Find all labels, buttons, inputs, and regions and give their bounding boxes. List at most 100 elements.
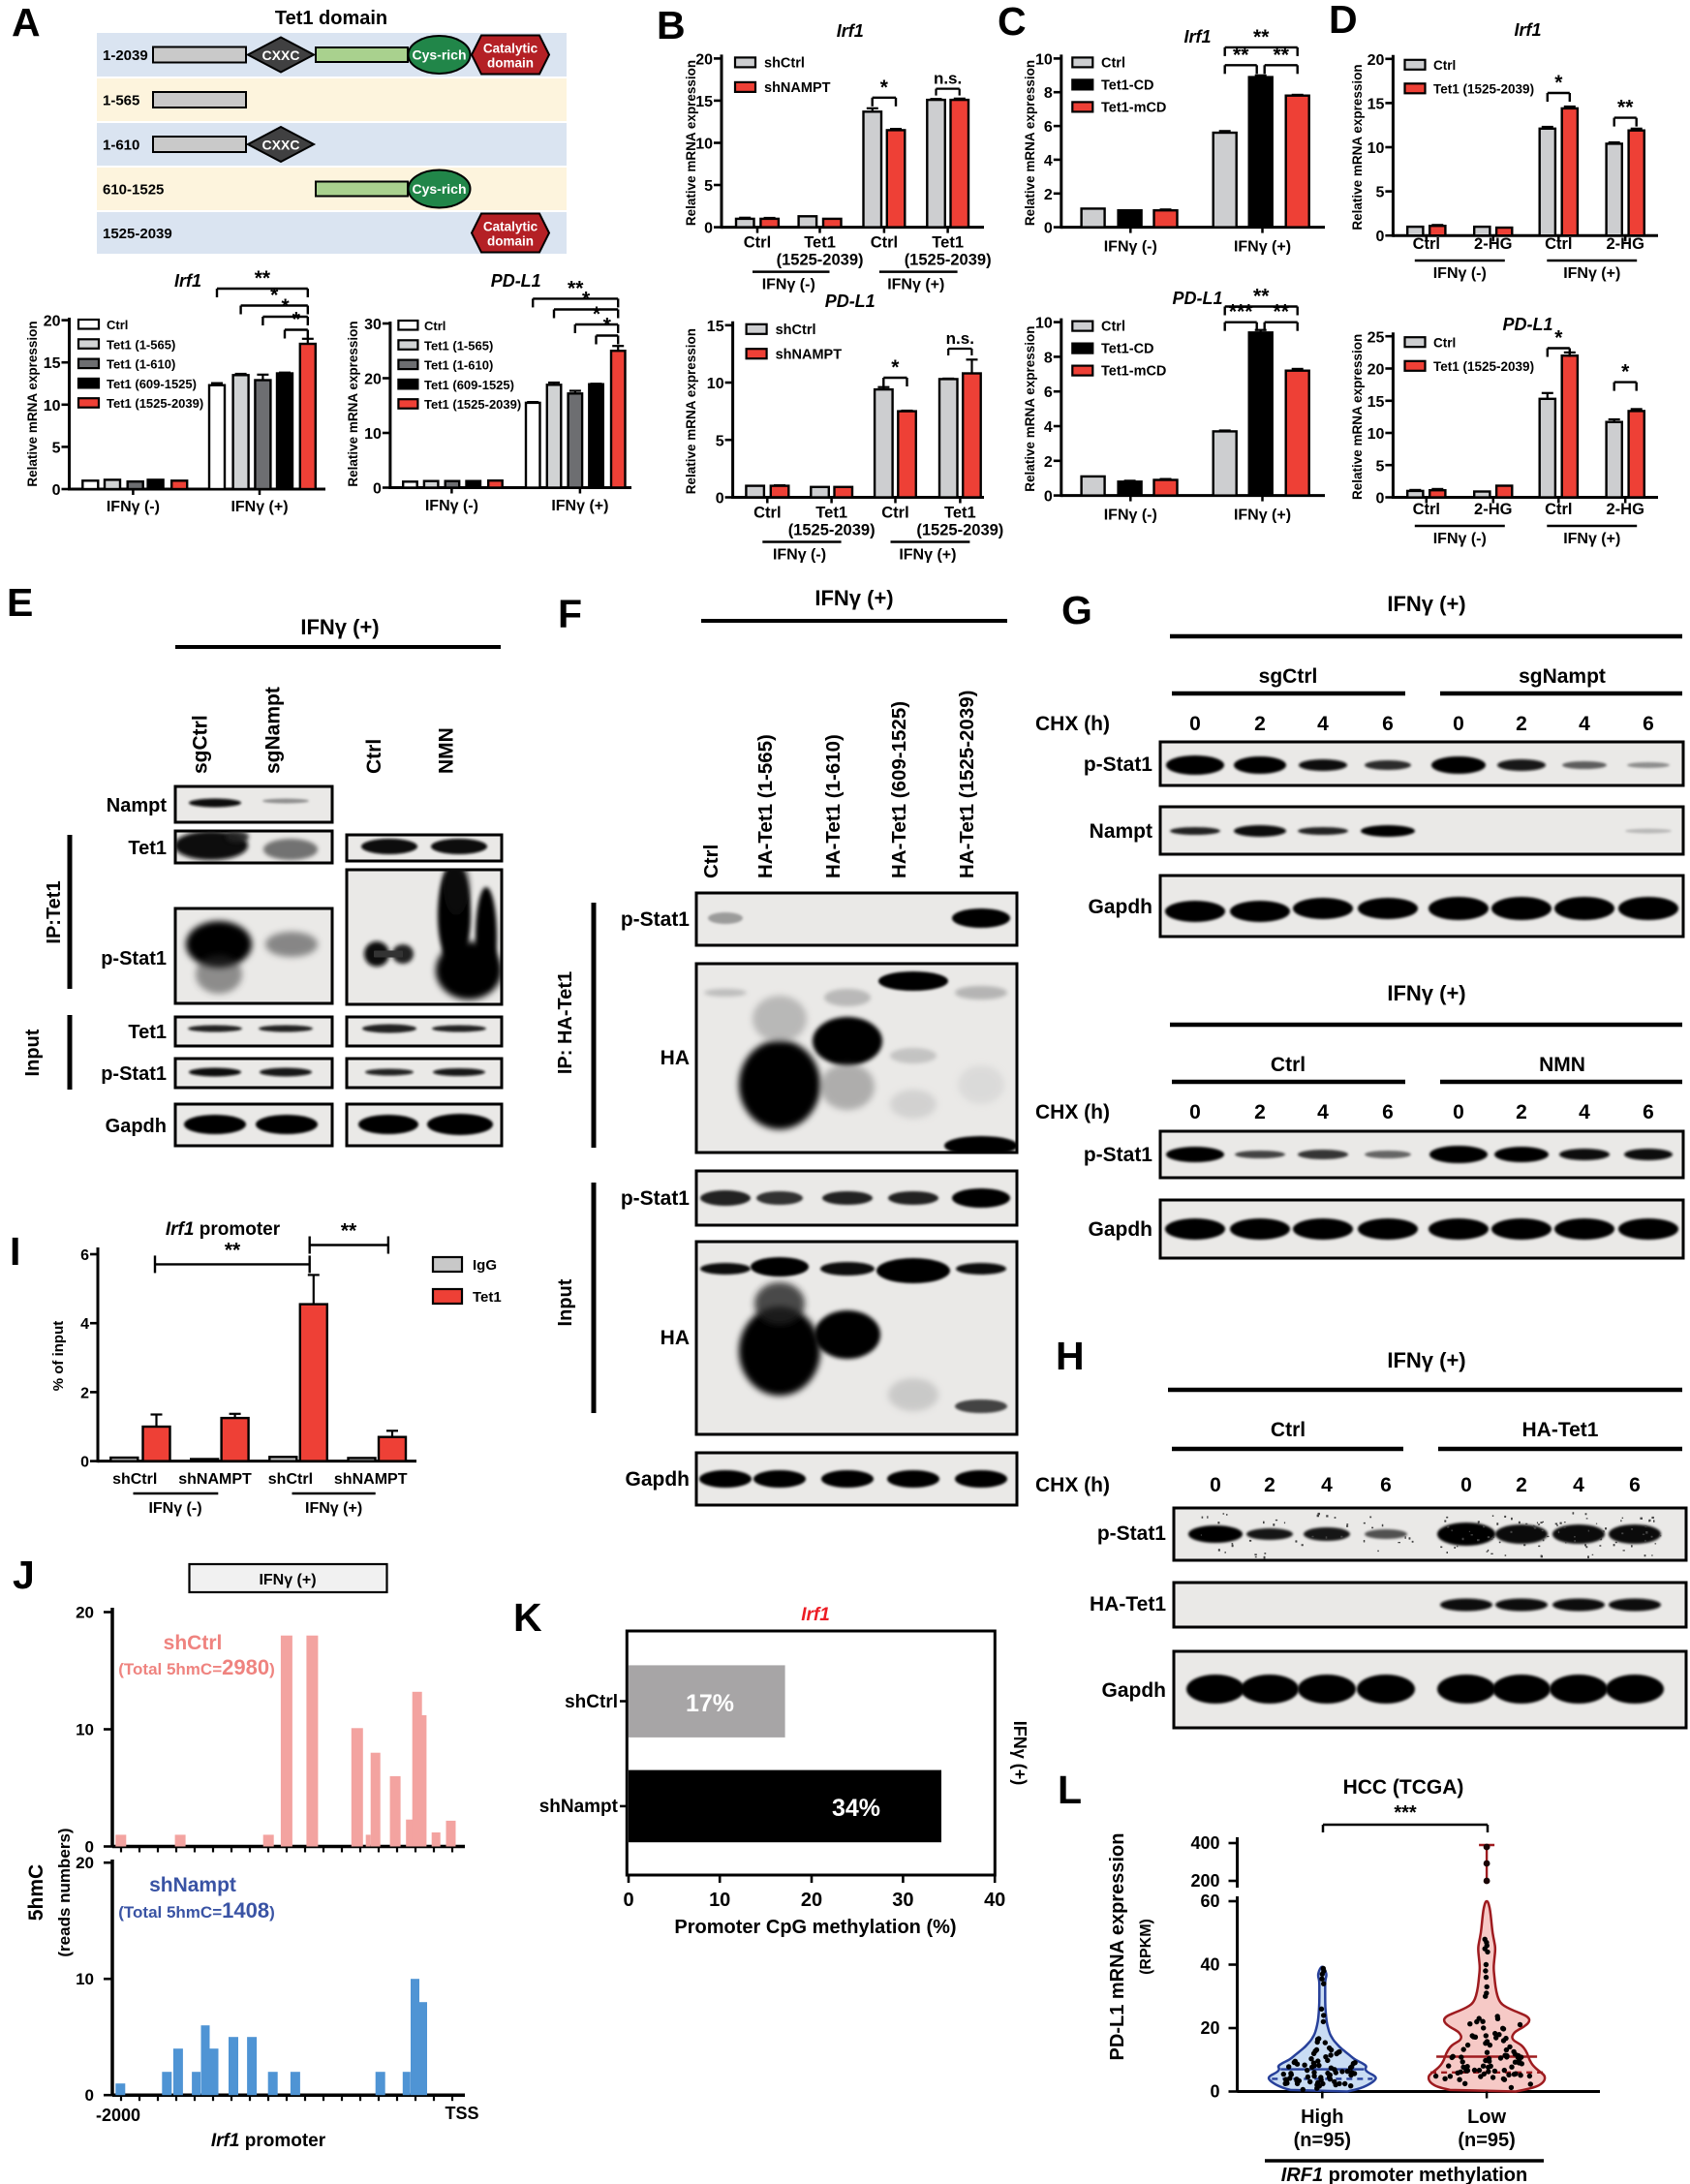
svg-text:25: 25: [1367, 329, 1385, 346]
svg-text:B: B: [657, 3, 686, 47]
svg-text:*: *: [1621, 361, 1630, 384]
svg-text:*: *: [292, 309, 301, 331]
svg-text:Tet1 (1-565): Tet1 (1-565): [424, 338, 493, 353]
svg-text:40: 40: [1200, 1955, 1219, 1975]
svg-text:Irf1: Irf1: [837, 21, 864, 41]
svg-text:10: 10: [76, 1721, 94, 1739]
svg-text:*: *: [593, 303, 601, 325]
svg-text:HA-Tet1: HA-Tet1: [1522, 1419, 1599, 1441]
svg-text:8: 8: [1044, 85, 1053, 102]
svg-text:HA: HA: [661, 1047, 690, 1069]
svg-text:2-HG: 2-HG: [1474, 501, 1512, 518]
svg-text:Ctrl: Ctrl: [1101, 55, 1125, 71]
svg-text:30: 30: [364, 317, 382, 333]
svg-text:n.s.: n.s.: [946, 329, 974, 348]
svg-text:PD-L1: PD-L1: [491, 271, 541, 291]
svg-text:shCtrl: shCtrl: [764, 55, 805, 71]
svg-text:8: 8: [1044, 350, 1053, 366]
svg-text:20: 20: [695, 51, 713, 68]
svg-text:15: 15: [695, 94, 713, 110]
svg-text:*: *: [282, 295, 291, 318]
svg-text:0: 0: [704, 221, 713, 237]
svg-text:(Total 5hmC=2980): (Total 5hmC=2980): [118, 1655, 275, 1679]
svg-text:IFNγ (+): IFNγ (+): [305, 1500, 362, 1517]
svg-text:Relative mRNA expression: Relative mRNA expression: [346, 321, 360, 486]
svg-text:Irf1 promoter: Irf1 promoter: [211, 2131, 326, 2151]
svg-text:*: *: [891, 356, 900, 379]
svg-text:shNAMPT: shNAMPT: [776, 347, 843, 362]
svg-text:HA: HA: [661, 1327, 690, 1349]
svg-text:1-2039: 1-2039: [103, 47, 148, 64]
svg-text:2-HG: 2-HG: [1606, 235, 1644, 253]
svg-text:10: 10: [1035, 316, 1053, 332]
svg-text:**: **: [255, 267, 271, 290]
svg-text:IP: HA-Tet1: IP: HA-Tet1: [555, 971, 576, 1074]
svg-text:6: 6: [1044, 385, 1053, 401]
svg-text:Tet1: Tet1: [815, 505, 847, 522]
svg-text:Relative mRNA expression: Relative mRNA expression: [1023, 325, 1037, 491]
svg-text:Tet1 (1-610): Tet1 (1-610): [107, 357, 175, 372]
svg-text:**: **: [225, 1239, 241, 1261]
svg-text:*: *: [880, 77, 889, 99]
svg-text:0: 0: [1453, 713, 1464, 735]
svg-text:Relative mRNA expression: Relative mRNA expression: [25, 321, 40, 486]
svg-text:2: 2: [1044, 187, 1053, 203]
svg-text:Tet1: Tet1: [932, 234, 964, 252]
svg-text:Ctrl: Ctrl: [1433, 58, 1456, 73]
svg-text:40: 40: [984, 1890, 1005, 1911]
svg-text:Relative mRNA expression: Relative mRNA expression: [1350, 334, 1365, 500]
svg-text:E: E: [7, 580, 33, 625]
svg-text:10: 10: [44, 398, 61, 415]
svg-text:**: **: [1617, 97, 1634, 119]
svg-text:5: 5: [1375, 185, 1384, 201]
svg-text:Tet1 (1-565): Tet1 (1-565): [107, 337, 175, 352]
svg-text:610-1525: 610-1525: [103, 182, 164, 199]
svg-text:CXXC: CXXC: [262, 138, 300, 153]
svg-text:K: K: [513, 1595, 542, 1640]
svg-text:1-565: 1-565: [103, 93, 139, 109]
svg-text:Gapdh: Gapdh: [1089, 896, 1153, 918]
svg-text:4: 4: [1321, 1474, 1333, 1496]
svg-text:Relative mRNA expression: Relative mRNA expression: [1350, 64, 1365, 230]
svg-text:Relative mRNA expression: Relative mRNA expression: [684, 328, 698, 494]
svg-text:IFNγ (+): IFNγ (+): [230, 499, 288, 515]
svg-text:*: *: [1554, 327, 1563, 350]
svg-text:IFNγ (-): IFNγ (-): [1433, 265, 1487, 282]
svg-text:Tet1-mCD: Tet1-mCD: [1101, 100, 1166, 115]
svg-text:2: 2: [1516, 1101, 1527, 1123]
svg-text:Tet1 (1525-2039): Tet1 (1525-2039): [1433, 359, 1534, 374]
svg-text:0: 0: [1375, 229, 1384, 245]
svg-text:4: 4: [1044, 153, 1053, 169]
svg-text:Tet1 (1525-2039): Tet1 (1525-2039): [424, 397, 521, 412]
svg-text:NMN: NMN: [436, 727, 458, 774]
svg-text:n.s.: n.s.: [934, 70, 962, 88]
svg-text:Tet1: Tet1: [128, 1022, 167, 1043]
svg-text:6: 6: [1380, 1474, 1392, 1496]
svg-text:IFNγ (+): IFNγ (+): [1563, 265, 1620, 282]
svg-text:PD-L1: PD-L1: [1172, 289, 1222, 308]
svg-text:Ctrl: Ctrl: [1413, 235, 1440, 253]
svg-text:0: 0: [1460, 1474, 1472, 1496]
svg-text:10: 10: [695, 137, 713, 153]
svg-text:6: 6: [80, 1247, 89, 1264]
svg-text:Tet1-mCD: Tet1-mCD: [1101, 364, 1166, 380]
svg-text:*: *: [603, 315, 612, 337]
svg-text:*: *: [1554, 72, 1563, 94]
svg-text:Irf1: Irf1: [174, 271, 201, 291]
svg-text:(1525-2039): (1525-2039): [905, 252, 992, 269]
svg-text:CHX (h): CHX (h): [1035, 1474, 1110, 1496]
svg-text:1-610: 1-610: [103, 138, 139, 154]
svg-text:Tet1 (1-610): Tet1 (1-610): [424, 358, 493, 373]
svg-text:PD-L1 mRNA expression: PD-L1 mRNA expression: [1107, 1833, 1128, 2061]
svg-text:**: **: [568, 277, 584, 299]
svg-text:IFNγ (+): IFNγ (+): [887, 277, 944, 293]
svg-text:CHX (h): CHX (h): [1035, 1101, 1110, 1123]
svg-text:F: F: [558, 592, 582, 636]
svg-text:4: 4: [1579, 713, 1590, 735]
svg-text:10: 10: [1367, 426, 1385, 443]
svg-text:shNAMPT: shNAMPT: [764, 80, 831, 96]
svg-text:(1525-2039): (1525-2039): [788, 522, 876, 539]
svg-text:shCtrl: shCtrl: [565, 1692, 618, 1712]
svg-text:0: 0: [52, 482, 61, 499]
svg-text:0: 0: [1189, 1101, 1201, 1123]
